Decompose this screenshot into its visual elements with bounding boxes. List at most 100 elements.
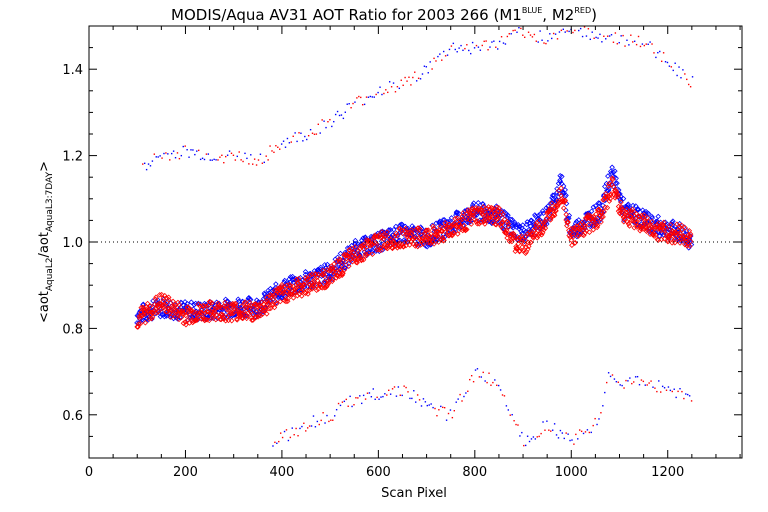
- envelope-point: [411, 397, 413, 400]
- red-data-point: [604, 204, 611, 211]
- envelope-point: [690, 400, 693, 402]
- envelope-point: [461, 400, 463, 402]
- envelope-point: [656, 390, 658, 393]
- red-data-point: [430, 223, 436, 230]
- red-data-point: [194, 312, 201, 319]
- envelope-point: [496, 384, 498, 387]
- red-data-point: [509, 238, 515, 245]
- envelope-point: [603, 35, 605, 37]
- red-data-point: [504, 235, 510, 241]
- x-tick-label: 1200: [651, 465, 684, 480]
- envelope-point: [643, 44, 646, 47]
- envelope-point: [530, 438, 533, 440]
- red-data-point: [425, 227, 432, 233]
- envelope-point: [587, 28, 590, 30]
- blue-data-point: [609, 164, 615, 171]
- envelope-point: [640, 379, 643, 381]
- red-data-point: [662, 224, 669, 230]
- envelope-point: [637, 35, 640, 38]
- envelope-point: [354, 101, 356, 103]
- red-data-point: [480, 204, 486, 210]
- envelope-point: [485, 40, 487, 42]
- blue-data-point: [612, 168, 618, 174]
- blue-data-point: [551, 192, 557, 199]
- envelope-point: [616, 43, 619, 45]
- red-data-point: [522, 250, 529, 256]
- envelope-point: [320, 419, 322, 422]
- envelope-point: [399, 394, 401, 396]
- red-data-point: [384, 229, 390, 235]
- red-data-point: [682, 224, 688, 231]
- red-data-point: [652, 232, 659, 238]
- red-data-point: [417, 226, 423, 232]
- red-data-point: [506, 238, 513, 245]
- red-data-point: [459, 213, 466, 220]
- envelope-point: [451, 416, 454, 419]
- red-data-point: [486, 215, 492, 221]
- envelope-point: [196, 150, 198, 152]
- envelope-point: [377, 91, 379, 94]
- blue-data-point: [535, 212, 542, 219]
- blue-data-point: [606, 185, 612, 192]
- envelope-point: [351, 405, 353, 408]
- red-data-point: [603, 190, 609, 197]
- blue-data-point: [562, 187, 568, 193]
- blue-data-point: [357, 252, 363, 259]
- blue-data-point: [649, 213, 655, 220]
- envelope-point: [205, 153, 208, 155]
- envelope-point: [378, 398, 380, 400]
- envelope-point: [228, 150, 231, 152]
- envelope-point: [649, 41, 651, 43]
- blue-data-point: [512, 219, 518, 226]
- envelope-point: [250, 154, 252, 156]
- blue-data-point: [524, 219, 530, 225]
- envelope-point: [453, 410, 455, 412]
- envelope-point: [386, 394, 388, 396]
- blue-data-point: [441, 217, 448, 223]
- red-data-point: [209, 300, 215, 306]
- red-data-point: [541, 222, 548, 229]
- red-data-point: [441, 237, 447, 244]
- red-data-point: [285, 295, 292, 302]
- envelope-point: [421, 73, 424, 75]
- red-data-point: [229, 310, 235, 317]
- red-data-point: [314, 277, 321, 284]
- red-data-point: [478, 219, 484, 226]
- envelope-point: [488, 372, 490, 374]
- red-data-point: [200, 314, 206, 320]
- red-data-point: [560, 205, 567, 211]
- envelope-point: [534, 438, 537, 440]
- blue-data-point: [369, 249, 375, 256]
- envelope-point: [457, 398, 459, 400]
- envelope-point: [686, 78, 688, 81]
- red-data-point: [210, 315, 216, 321]
- envelope-point: [384, 393, 386, 395]
- red-data-point: [658, 227, 664, 234]
- envelope-point: [554, 33, 557, 35]
- blue-data-point: [508, 231, 514, 237]
- blue-data-point: [540, 210, 547, 217]
- envelope-point: [310, 425, 313, 427]
- envelope-point: [519, 435, 521, 437]
- envelope-point: [654, 387, 656, 389]
- envelope-point: [339, 404, 342, 407]
- envelope-point: [506, 35, 509, 38]
- red-data-point: [588, 214, 595, 220]
- red-data-point: [325, 281, 332, 287]
- red-data-point: [464, 226, 470, 233]
- envelope-point: [449, 409, 452, 411]
- envelope-point: [413, 390, 415, 392]
- envelope-point: [422, 398, 425, 400]
- red-data-point: [234, 317, 240, 323]
- red-data-point: [269, 294, 275, 300]
- envelope-point: [591, 31, 593, 33]
- envelope-point: [314, 426, 317, 428]
- red-data-point: [336, 256, 342, 262]
- envelope-point: [580, 430, 583, 433]
- envelope-point: [321, 119, 323, 121]
- envelope-point: [358, 95, 360, 98]
- envelope-point: [387, 91, 389, 94]
- red-data-point: [555, 188, 562, 194]
- red-data-point: [158, 291, 165, 298]
- blue-data-point: [509, 216, 515, 223]
